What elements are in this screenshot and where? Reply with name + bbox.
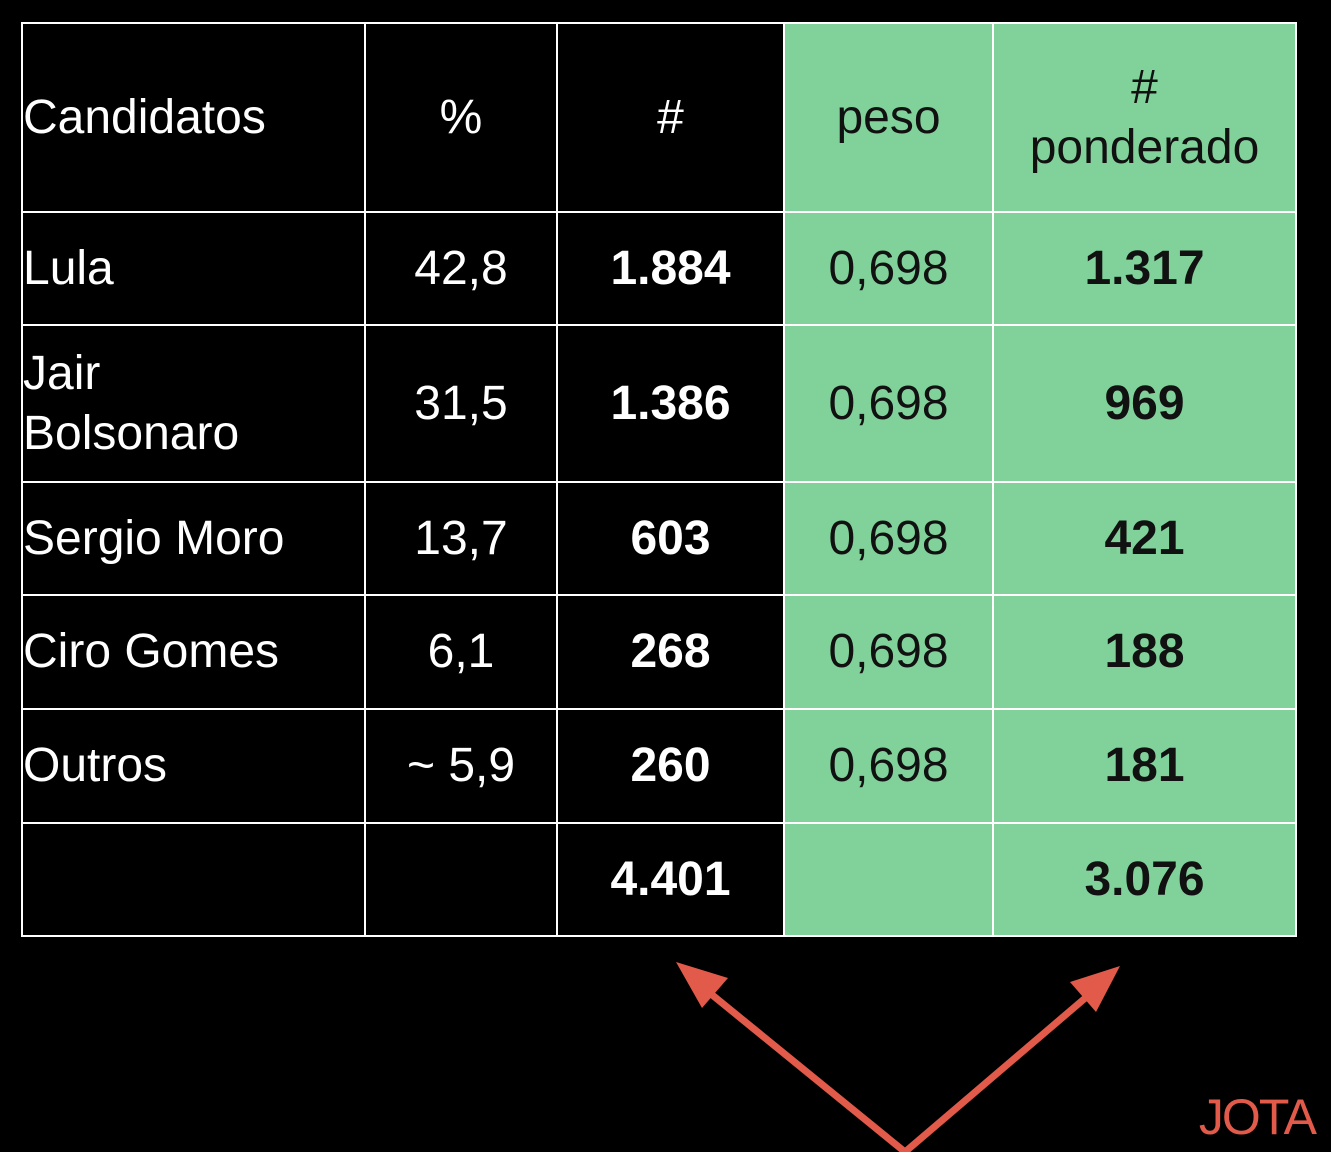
candidate-percent: 31,5 [364,324,558,483]
table-row: Jair Bolsonaro 31,5 1.386 0,698 969 [21,324,1297,483]
candidate-name: Sergio Moro [21,481,366,596]
candidate-name: Ciro Gomes [21,594,366,710]
jota-logo: JOTA [1198,1089,1317,1145]
header-weighted-count: # ponderado [992,22,1297,213]
totals-name [21,822,366,937]
candidate-name: Jair Bolsonaro [21,324,366,483]
candidate-weight: 0,698 [783,211,994,326]
candidate-weighted: 1.317 [992,211,1297,326]
candidate-percent: 13,7 [364,481,558,596]
header-percent: % [364,22,558,213]
totals-weight [783,822,994,937]
candidate-weight: 0,698 [783,481,994,596]
header-count: # [556,22,785,213]
candidate-name-line2: Bolsonaro [23,406,240,460]
table-row: Sergio Moro 13,7 603 0,698 421 [21,481,1297,596]
right-arrow [902,966,1120,1152]
totals-percent [364,822,558,937]
left-arrow-shaft [697,982,908,1152]
header-weighted-line1: # [1131,60,1158,114]
table-row: Outros ~ 5,9 260 0,698 181 [21,708,1297,824]
table-row: Lula 42,8 1.884 0,698 1.317 [21,211,1297,326]
table-row: Ciro Gomes 6,1 268 0,698 188 [21,594,1297,710]
totals-weighted: 3.076 [992,822,1297,937]
left-arrow [676,962,908,1152]
candidate-weight: 0,698 [783,708,994,824]
candidate-count: 1.884 [556,211,785,326]
candidate-weighted: 969 [992,324,1297,483]
table-totals-row: 4.401 3.076 [21,822,1297,937]
candidate-weighted: 188 [992,594,1297,710]
candidate-count: 260 [556,708,785,824]
right-arrow-head [1070,966,1120,1012]
totals-count: 4.401 [556,822,785,937]
candidate-count: 603 [556,481,785,596]
header-candidates: Candidatos [21,22,366,213]
candidate-weighted: 181 [992,708,1297,824]
header-weighted-line2: ponderado [1029,120,1260,174]
candidate-name: Outros [21,708,366,824]
candidate-weighted: 421 [992,481,1297,596]
candidate-percent: 6,1 [364,594,558,710]
right-arrow-shaft [902,985,1100,1152]
poll-table: Candidatos % # peso # ponderado Lula 42,… [21,22,1297,937]
candidate-count: 1.386 [556,324,785,483]
header-weight: peso [783,22,994,213]
candidate-count: 268 [556,594,785,710]
table-header-row: Candidatos % # peso # ponderado [21,22,1297,213]
candidate-name: Lula [21,211,366,326]
candidate-name-line1: Jair [23,346,101,400]
candidate-percent: ~ 5,9 [364,708,558,824]
candidate-percent: 42,8 [364,211,558,326]
candidate-weight: 0,698 [783,324,994,483]
left-arrow-head [676,962,728,1008]
candidate-weight: 0,698 [783,594,994,710]
